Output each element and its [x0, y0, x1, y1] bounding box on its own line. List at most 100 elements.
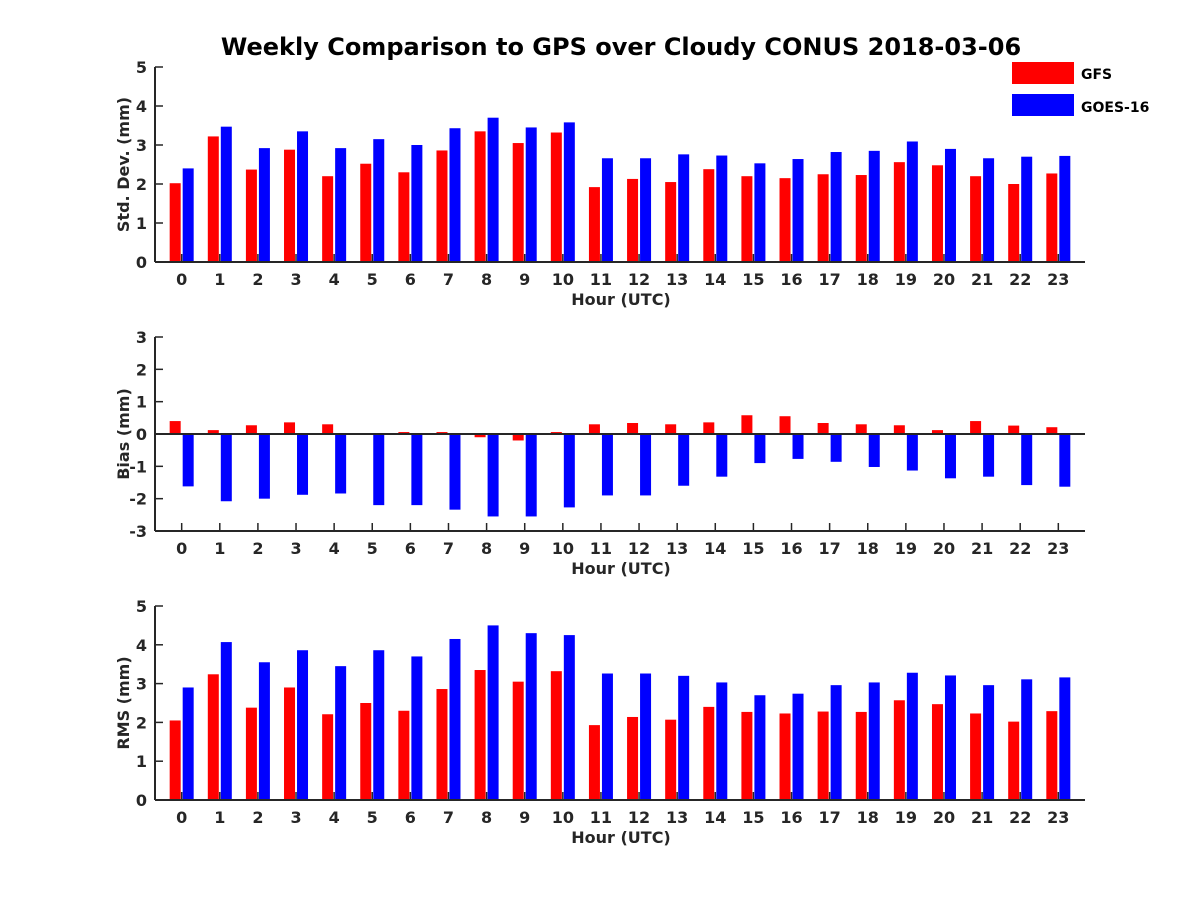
bar-gfs-hour-12: [627, 423, 639, 434]
bar-goes16-hour-22: [1021, 156, 1033, 262]
bar-goes16-hour-22: [1021, 679, 1033, 800]
bar-goes16-hour-4: [335, 434, 347, 494]
x-tick-label: 23: [1047, 539, 1069, 558]
x-tick-label: 8: [481, 808, 492, 827]
x-tick-label: 1: [214, 539, 225, 558]
bar-goes16-hour-11: [601, 673, 613, 800]
x-tick-label: 11: [590, 270, 612, 289]
bar-goes16-hour-17: [830, 434, 842, 462]
x-tick-label: 15: [742, 539, 764, 558]
x-tick-label: 2: [252, 808, 263, 827]
x-tick-label: 9: [519, 808, 530, 827]
x-tick-label: 15: [742, 270, 764, 289]
x-tick-label: 14: [704, 808, 726, 827]
bar-gfs-hour-17: [817, 423, 829, 434]
bar-gfs-hour-9: [512, 434, 524, 441]
bar-gfs-hour-21: [970, 176, 982, 262]
bar-gfs-hour-23: [1046, 711, 1058, 800]
bar-goes16-hour-13: [678, 154, 690, 262]
bar-gfs-hour-23: [1046, 427, 1058, 434]
y-tick-label: 5: [136, 58, 147, 77]
bar-goes16-hour-16: [792, 434, 804, 459]
bar-goes16-hour-9: [525, 633, 537, 800]
y-tick-label: 4: [136, 636, 147, 655]
bar-gfs-hour-19: [893, 162, 905, 262]
x-tick-label: 1: [214, 270, 225, 289]
bar-gfs-hour-13: [665, 424, 677, 434]
bar-gfs-hour-8: [474, 131, 486, 262]
bar-gfs-hour-13: [665, 719, 677, 800]
bar-gfs-hour-16: [779, 713, 791, 800]
bar-gfs-hour-9: [512, 143, 524, 262]
bar-goes16-hour-23: [1059, 155, 1071, 262]
y-tick-label: 2: [136, 360, 147, 379]
bar-gfs-hour-10: [550, 132, 562, 262]
bar-goes16-hour-18: [868, 682, 880, 800]
bar-gfs-hour-3: [284, 149, 296, 262]
bar-goes16-hour-10: [563, 122, 575, 262]
bar-goes16-hour-19: [906, 141, 918, 262]
x-tick-label: 20: [933, 270, 955, 289]
bar-gfs-hour-22: [1008, 721, 1020, 800]
bar-goes16-hour-22: [1021, 434, 1033, 486]
y-tick-label: 2: [136, 175, 147, 194]
x-tick-label: 13: [666, 539, 688, 558]
bar-goes16-hour-0: [182, 168, 194, 262]
x-tick-label: 3: [290, 539, 301, 558]
x-tick-label: 22: [1009, 808, 1031, 827]
x-tick-label: 18: [857, 270, 879, 289]
x-tick-label: 17: [818, 539, 840, 558]
bar-goes16-hour-8: [487, 434, 499, 517]
bar-gfs-hour-0: [169, 720, 181, 800]
bar-gfs-hour-9: [512, 681, 524, 800]
bar-goes16-hour-1: [220, 126, 232, 262]
bar-goes16-hour-15: [754, 163, 766, 262]
x-tick-label: 5: [367, 539, 378, 558]
x-tick-label: 7: [443, 270, 454, 289]
legend-swatch-gfs: [1012, 62, 1074, 84]
bar-goes16-hour-23: [1059, 677, 1071, 800]
y-tick-label: 3: [136, 328, 147, 347]
y-tick-label: 2: [136, 713, 147, 732]
y-axis-label: RMS (mm): [114, 656, 133, 749]
bar-gfs-hour-2: [245, 169, 257, 262]
x-tick-label: 20: [933, 539, 955, 558]
bar-gfs-hour-19: [893, 425, 905, 434]
bar-gfs-hour-8: [474, 434, 486, 438]
bar-goes16-hour-10: [563, 635, 575, 800]
x-tick-label: 22: [1009, 539, 1031, 558]
bar-gfs-hour-15: [741, 711, 753, 800]
bar-gfs-hour-17: [817, 174, 829, 262]
bar-goes16-hour-23: [1059, 434, 1071, 487]
bar-goes16-hour-6: [411, 656, 423, 800]
bar-goes16-hour-14: [716, 682, 728, 800]
y-tick-label: 1: [136, 214, 147, 233]
x-tick-label: 4: [329, 539, 340, 558]
bar-goes16-hour-18: [868, 150, 880, 262]
bar-goes16-hour-2: [258, 662, 270, 800]
bar-gfs-hour-6: [398, 172, 410, 262]
x-tick-label: 9: [519, 270, 530, 289]
bar-goes16-hour-15: [754, 695, 766, 800]
bar-goes16-hour-2: [258, 148, 270, 262]
y-tick-label: 0: [136, 425, 147, 444]
x-axis-label: Hour (UTC): [571, 828, 671, 847]
x-tick-label: 1: [214, 808, 225, 827]
bar-goes16-hour-1: [220, 434, 232, 502]
bar-goes16-hour-3: [297, 131, 309, 262]
bar-gfs-hour-20: [931, 165, 943, 262]
x-tick-label: 5: [367, 808, 378, 827]
bar-goes16-hour-15: [754, 434, 766, 464]
x-tick-label: 2: [252, 539, 263, 558]
x-tick-label: 23: [1047, 270, 1069, 289]
x-tick-label: 19: [895, 539, 917, 558]
x-tick-label: 17: [818, 270, 840, 289]
bar-goes16-hour-21: [983, 158, 995, 262]
x-tick-label: 11: [590, 539, 612, 558]
bar-gfs-hour-15: [741, 415, 753, 434]
x-tick-label: 7: [443, 808, 454, 827]
y-tick-label: -2: [129, 490, 147, 509]
